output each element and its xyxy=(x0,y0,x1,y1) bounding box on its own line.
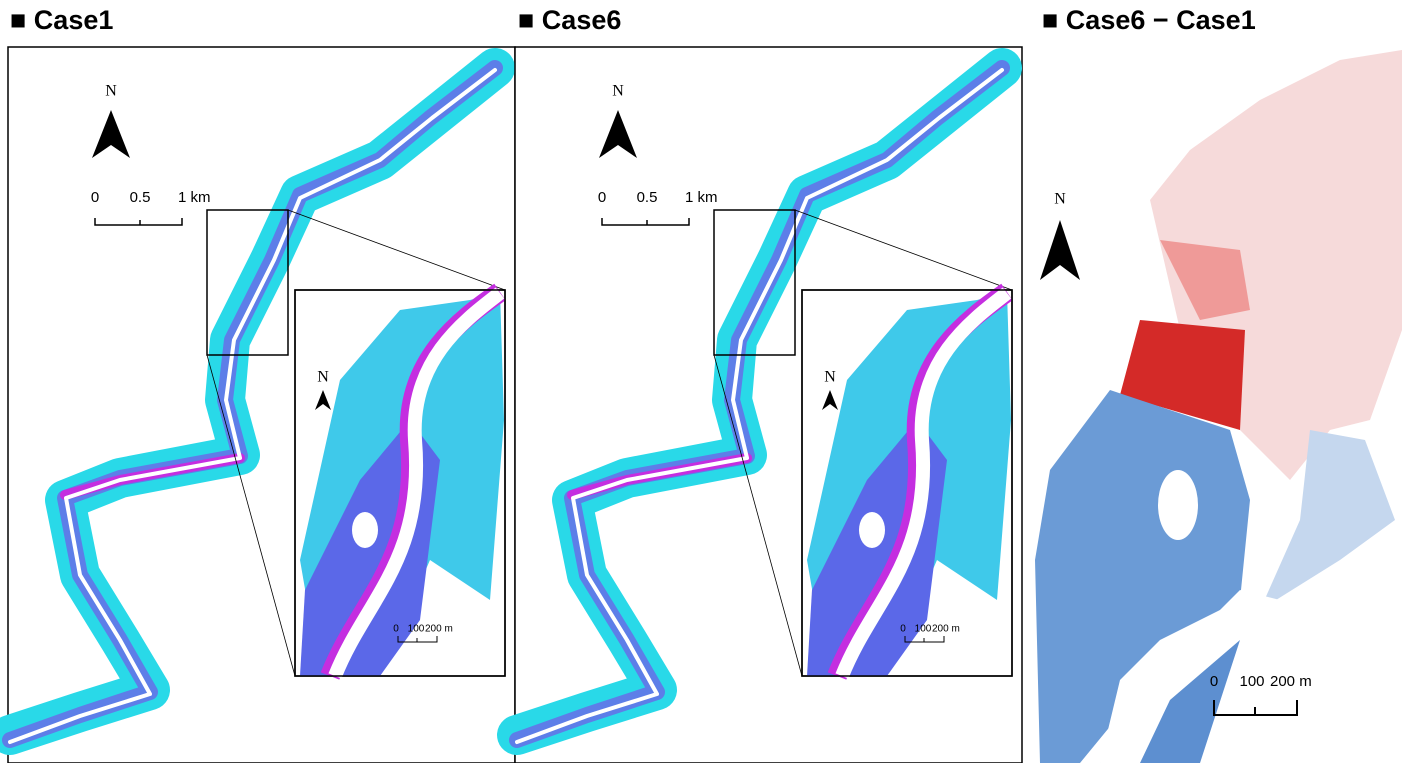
inset-scale-label: 100 xyxy=(915,624,932,635)
scale-label: 200 m xyxy=(1270,673,1312,690)
panel-case1: ■ Case1 N 0 0.5 1 km N 0 100 200 m xyxy=(8,5,515,763)
scale-label: 0 xyxy=(91,189,99,206)
figure: ■ Case1 N 0 0.5 1 km N 0 100 200 m ■ Cas… xyxy=(0,0,1402,763)
scale-label: 0 xyxy=(1210,673,1218,690)
panel-title: ■ Case6 xyxy=(518,5,621,35)
inset-scale-label: 0 xyxy=(393,624,399,635)
inset-scale-label: 200 m xyxy=(425,624,453,635)
difference-map xyxy=(1035,50,1402,763)
inset-scale-label: 0 xyxy=(900,624,906,635)
inset-north-label: N xyxy=(824,369,836,386)
scale-label: 0 xyxy=(598,189,606,206)
inset-north-label: N xyxy=(317,369,329,386)
north-label: N xyxy=(1054,191,1066,208)
scale-label: 1 km xyxy=(178,189,211,206)
panel-title: ■ Case6 − Case1 xyxy=(1042,5,1256,35)
panel-case6: ■ Case6 N 0 0.5 1 km N 0 100 200 m xyxy=(515,5,1022,763)
scale-label: 1 km xyxy=(685,189,718,206)
inset-scale-label: 200 m xyxy=(932,624,960,635)
inset-map xyxy=(802,290,1012,676)
panel-title: ■ Case1 xyxy=(10,5,113,35)
north-label: N xyxy=(105,83,117,100)
north-label: N xyxy=(612,83,624,100)
inset-scale-label: 100 xyxy=(408,624,425,635)
panel-difference: ■ Case6 − Case1 N 0 100 200 m xyxy=(1035,5,1402,763)
scale-label: 0.5 xyxy=(130,189,151,206)
inset-map xyxy=(295,290,505,676)
page: {"panels": [ {"title": "■ Case1", "map":… xyxy=(0,0,1402,763)
scale-label: 100 xyxy=(1239,673,1264,690)
scale-label: 0.5 xyxy=(637,189,658,206)
